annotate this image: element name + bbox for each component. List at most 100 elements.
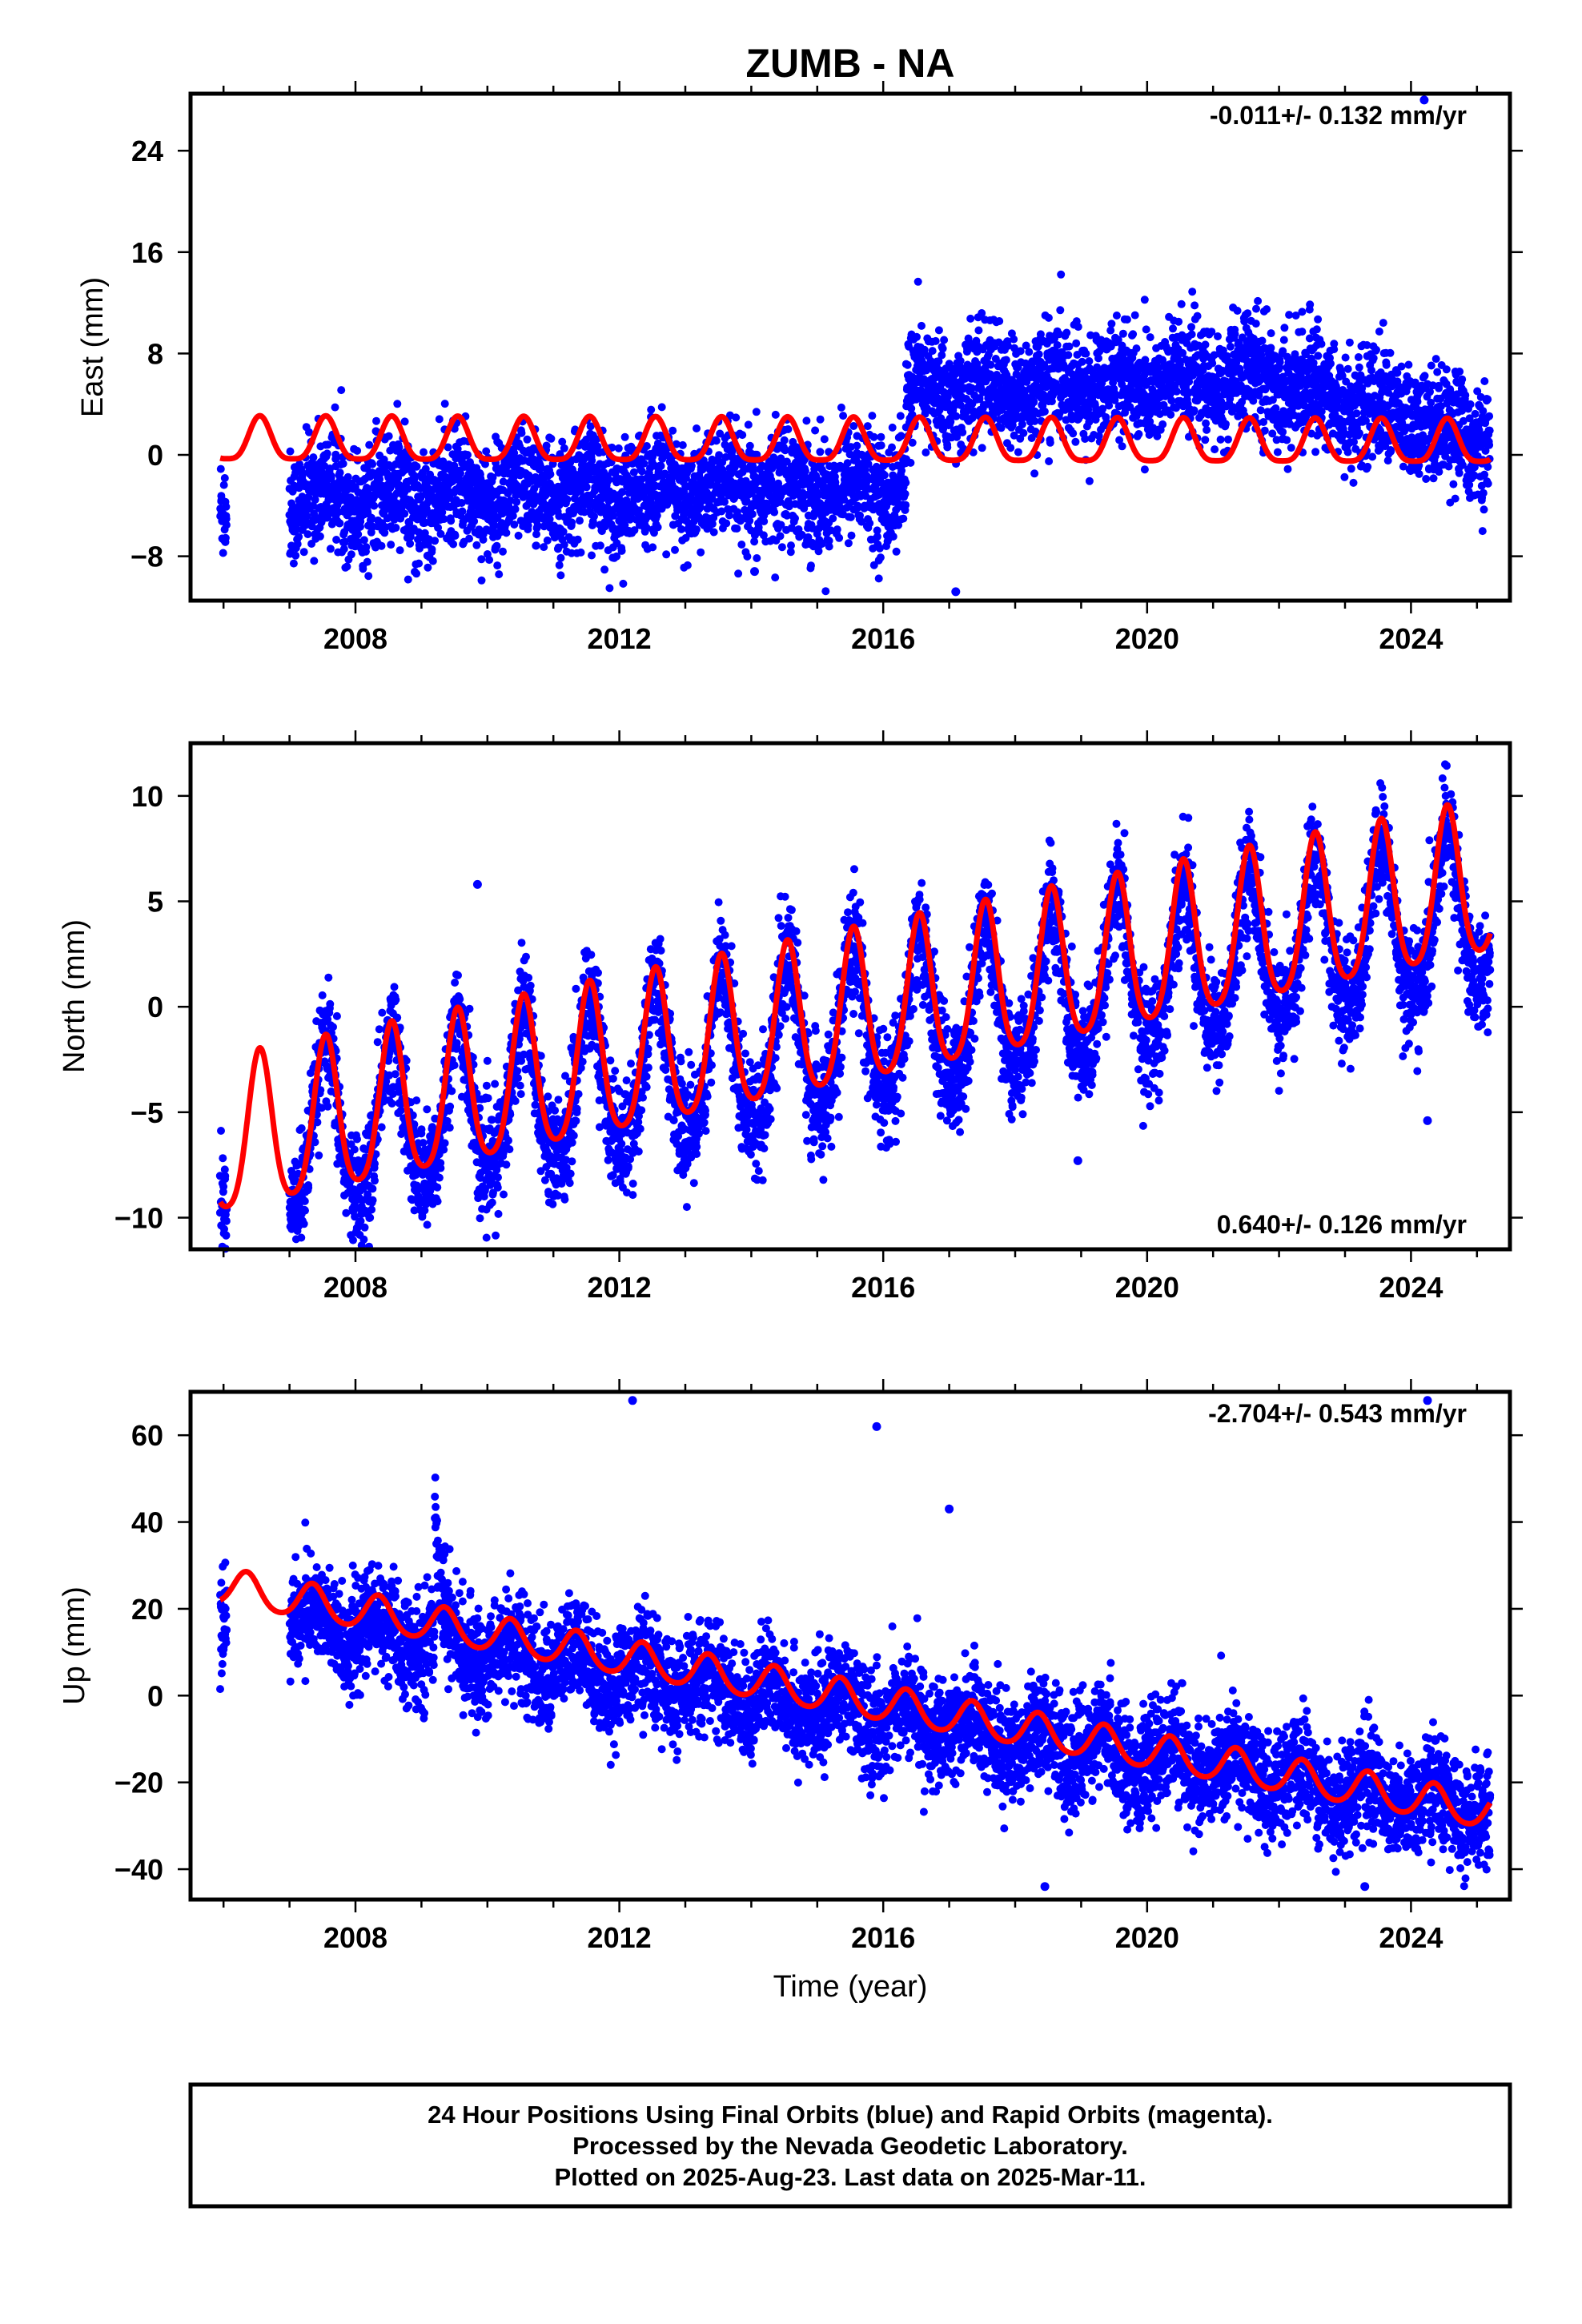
east-point xyxy=(1311,448,1320,456)
east-point xyxy=(1169,324,1177,333)
east-point xyxy=(493,561,502,570)
east-point xyxy=(1134,430,1143,438)
east-point xyxy=(671,545,679,554)
east-point xyxy=(1256,406,1265,415)
east-point xyxy=(888,423,897,432)
east-point xyxy=(844,539,853,548)
east-point xyxy=(391,524,400,532)
east-point xyxy=(295,533,303,541)
east-point xyxy=(435,415,444,424)
east-point xyxy=(440,400,449,408)
east-point xyxy=(449,540,458,549)
east-point xyxy=(1267,344,1275,352)
east-point xyxy=(801,467,809,475)
east-point xyxy=(1397,362,1406,371)
east-point xyxy=(1340,472,1349,481)
east-point xyxy=(1312,325,1321,334)
east-point xyxy=(406,539,415,548)
east-point xyxy=(847,531,856,540)
east-point xyxy=(412,569,421,578)
east-point xyxy=(1203,425,1211,434)
east-point xyxy=(934,326,943,335)
east-point xyxy=(1341,353,1350,362)
east-point xyxy=(482,447,491,456)
east-point xyxy=(222,514,231,523)
east-point xyxy=(1069,429,1078,438)
east-point xyxy=(776,532,785,541)
east-point xyxy=(1214,332,1222,340)
east-point xyxy=(359,536,368,545)
east-point xyxy=(523,435,532,444)
east-point xyxy=(709,528,718,537)
east-point xyxy=(1355,363,1363,372)
east-point xyxy=(1018,420,1026,428)
east-point xyxy=(752,408,761,416)
east-point xyxy=(1258,336,1267,345)
east-point xyxy=(1025,348,1034,356)
east-point xyxy=(1190,406,1199,415)
east-point xyxy=(1280,324,1289,332)
east-point xyxy=(1191,301,1199,310)
east-point xyxy=(1006,444,1015,452)
east-point xyxy=(833,525,841,534)
east-point xyxy=(928,347,937,356)
east-point xyxy=(1140,465,1149,474)
east-point xyxy=(1352,409,1361,418)
east-point xyxy=(1056,306,1065,315)
east-point xyxy=(1243,309,1252,318)
east-point xyxy=(683,561,692,569)
east-point xyxy=(1372,345,1380,354)
east-point xyxy=(485,556,494,565)
east-point xyxy=(396,546,404,555)
east-point xyxy=(744,420,753,429)
east-point xyxy=(1379,319,1387,328)
east-point xyxy=(1071,437,1080,446)
east-point xyxy=(906,458,915,467)
east-point xyxy=(596,541,604,550)
east-point xyxy=(412,462,421,471)
east-point xyxy=(1146,333,1154,342)
east-point xyxy=(1034,350,1043,359)
east-point xyxy=(1085,357,1094,365)
east-point xyxy=(1369,354,1378,363)
east-point xyxy=(222,521,231,529)
east-point xyxy=(573,535,582,544)
east-point xyxy=(647,405,656,414)
east-point xyxy=(477,576,486,585)
east-point xyxy=(958,428,967,436)
east-point xyxy=(648,543,657,552)
east-point xyxy=(222,502,231,511)
east-point xyxy=(400,509,409,518)
east-point xyxy=(1273,448,1282,456)
east-point xyxy=(1285,311,1294,320)
east-point xyxy=(896,412,905,420)
east-point xyxy=(309,453,318,462)
east-point xyxy=(1354,353,1363,361)
east-point xyxy=(310,509,319,518)
east-point xyxy=(331,450,340,459)
east-point xyxy=(510,521,519,529)
east-point xyxy=(431,537,440,545)
east-point xyxy=(734,569,743,578)
east-point xyxy=(337,386,346,395)
east-point xyxy=(620,432,629,441)
east-point xyxy=(216,464,225,473)
east-point xyxy=(305,428,313,436)
east-point xyxy=(428,557,437,565)
east-point xyxy=(1252,304,1260,313)
east-point xyxy=(697,548,705,557)
east-point xyxy=(835,533,844,542)
east-point xyxy=(732,413,741,422)
east-point xyxy=(424,563,432,572)
east-point xyxy=(1404,360,1413,369)
east-point xyxy=(415,559,424,568)
east-point xyxy=(892,547,901,556)
east-point xyxy=(1129,330,1138,339)
east-point xyxy=(820,435,829,444)
east-point xyxy=(943,443,952,452)
east-point xyxy=(298,468,307,477)
east-point xyxy=(617,546,626,555)
east-point xyxy=(451,532,460,540)
east-point xyxy=(1040,407,1049,416)
